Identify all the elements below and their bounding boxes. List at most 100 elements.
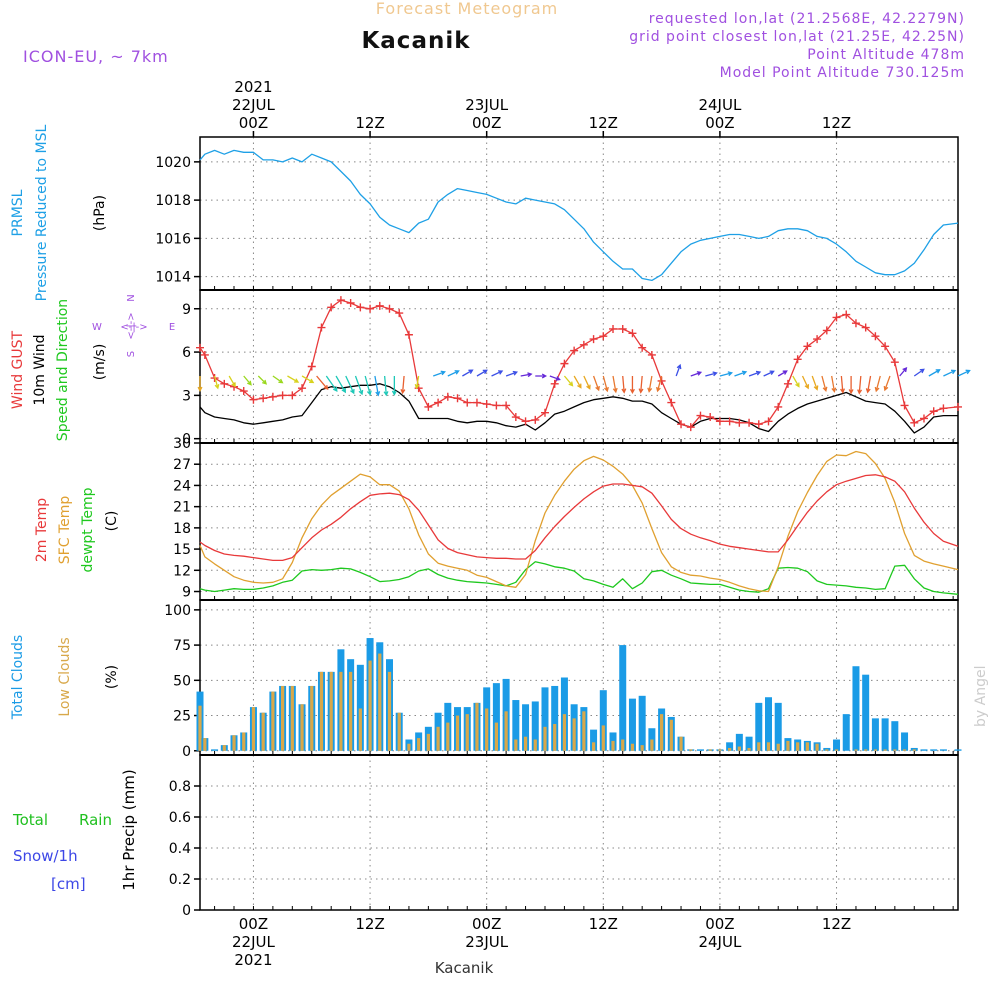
wind-arrow <box>301 375 315 384</box>
gust-marker <box>900 401 909 410</box>
gust-marker <box>463 398 472 407</box>
total-cloud-bar <box>745 736 753 751</box>
low-cloud-bar <box>669 719 673 751</box>
wind-arrow <box>491 370 504 377</box>
low-cloud-bar <box>232 735 236 751</box>
wind-arrow <box>400 375 406 395</box>
wind-label-gust: Wind GUST <box>10 330 26 409</box>
precip-legend-rain: Rain <box>79 811 112 829</box>
low-cloud-bar <box>368 660 372 751</box>
compass-ns-arrow: <-|-> <box>126 312 137 339</box>
low-cloud-bar <box>766 742 771 751</box>
gust-marker <box>540 408 549 417</box>
gust-marker <box>783 379 792 388</box>
wind-arrow <box>505 370 519 377</box>
y-tick-label: 9 <box>182 585 191 601</box>
gust-marker <box>453 394 462 403</box>
temp-label-sfc: SFC Temp <box>57 496 73 565</box>
wind-arrow <box>563 375 574 387</box>
clouds-unit: (%) <box>104 665 120 689</box>
compass-w: W <box>92 322 102 333</box>
precip-legend-snow: Snow/1h <box>13 847 78 865</box>
wind-arrow <box>857 375 863 395</box>
wind-arrow <box>374 375 381 397</box>
gust-marker <box>686 423 695 432</box>
compass-ew-arrow: <-|-> <box>120 322 147 333</box>
gust-marker <box>385 304 394 313</box>
top-axis-date: 24JUL <box>698 96 741 114</box>
gust-marker <box>220 379 229 388</box>
top-axis-hour: 00Z <box>472 114 501 132</box>
low-cloud-bar <box>242 732 246 751</box>
precip-ylabel: 1hr Precip (mm) <box>120 769 138 890</box>
low-cloud-bar <box>757 742 761 751</box>
model-label: ICON-EU, ~ 7km <box>23 47 169 66</box>
low-cloud-bar <box>198 705 202 751</box>
low-cloud-bar <box>737 746 741 751</box>
pressure-label-prmsl: PRMSL <box>10 189 26 236</box>
bottom-axis-hour: 12Z <box>822 915 851 933</box>
gust-marker <box>725 417 734 426</box>
temp-label-dewpt: dewpt Temp <box>80 487 96 572</box>
low-cloud-bar <box>436 726 440 751</box>
wind-arrow <box>801 375 810 390</box>
gust-marker <box>249 395 258 404</box>
temp-2m-line <box>199 474 959 562</box>
gust-marker <box>677 420 686 429</box>
low-cloud-bar <box>883 749 887 751</box>
wind-arrow <box>621 375 627 394</box>
wind-arrow <box>792 375 800 388</box>
y-tick-label: 1018 <box>155 193 191 209</box>
pressure-label-msl: Pressure Reduced to MSL <box>34 124 50 301</box>
gust-marker <box>404 330 413 339</box>
gust-marker <box>259 394 268 403</box>
wind-arrow <box>335 375 346 394</box>
gust-marker <box>628 329 637 338</box>
total-cloud-bar <box>512 700 520 751</box>
gust-marker <box>579 340 588 349</box>
sfc-temp-line <box>199 450 959 593</box>
wind-arrow <box>719 371 734 377</box>
bottom-axis-date: 23JUL <box>465 933 508 951</box>
low-cloud-bar <box>455 715 460 751</box>
y-tick-label: 15 <box>173 542 191 558</box>
low-cloud-bar <box>562 714 567 751</box>
low-cloud-bar <box>349 671 353 751</box>
wind-arrow <box>913 368 925 377</box>
y-tick-label: 21 <box>173 500 191 516</box>
low-cloud-bar <box>873 749 877 751</box>
gust-marker <box>871 332 880 341</box>
wind-label-10m: 10m Wind <box>32 334 48 405</box>
gust-marker <box>910 418 919 427</box>
gust-marker <box>832 313 841 322</box>
wind-arrow <box>325 375 338 393</box>
gust-marker <box>754 420 763 429</box>
wind-arrow <box>602 375 609 393</box>
low-cloud-bar <box>543 726 547 751</box>
wind-arrow <box>821 375 828 392</box>
wind-arrow <box>690 371 703 377</box>
low-cloud-bar <box>339 671 343 751</box>
top-axis-hour: 12Z <box>822 114 851 132</box>
wind-arrow <box>197 376 203 392</box>
low-cloud-bar <box>679 736 683 751</box>
wind-arrow <box>476 369 488 377</box>
total-cloud-bar <box>590 729 598 751</box>
total-cloud-bar <box>599 690 607 751</box>
wind-arrow <box>257 375 268 385</box>
low-cloud-bar <box>805 742 809 751</box>
clouds-label-total: Total Clouds <box>10 635 26 720</box>
wind-arrow <box>957 369 971 377</box>
low-cloud-bar <box>397 712 401 751</box>
total-cloud-bar <box>356 664 364 751</box>
gridpoint-coords: grid point closest lon,lat (21.25E, 42.2… <box>629 29 965 45</box>
wind-arrow <box>462 369 474 377</box>
wind-arrow <box>675 363 682 377</box>
gust-marker <box>317 323 326 332</box>
gust-marker <box>735 418 744 427</box>
low-cloud-bar <box>650 739 654 751</box>
gust-marker <box>434 398 443 407</box>
panel-frame <box>199 136 959 291</box>
bottom-axis-hour: 00Z <box>239 915 268 933</box>
wind-arrow <box>874 375 881 393</box>
